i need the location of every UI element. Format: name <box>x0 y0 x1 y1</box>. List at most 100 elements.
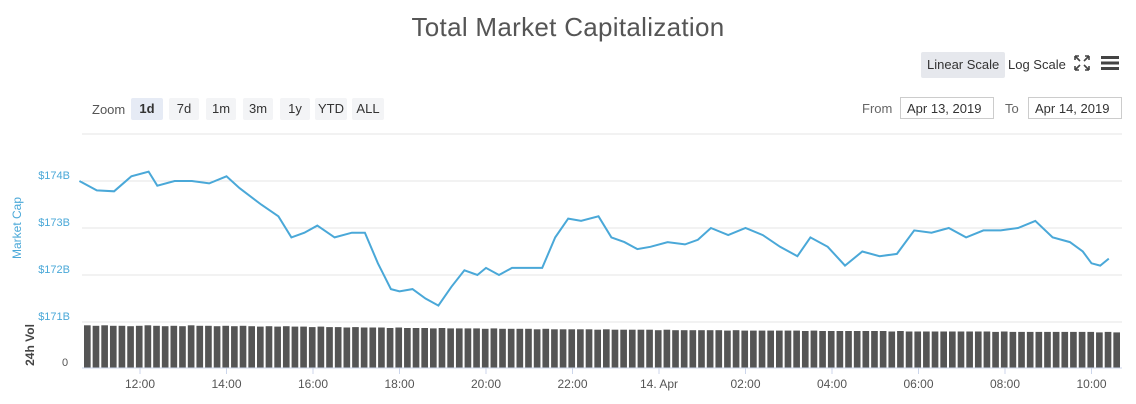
volume-bar <box>663 329 671 368</box>
volume-bar <box>767 330 774 368</box>
volume-bar <box>326 327 333 368</box>
volume-bar <box>862 331 870 368</box>
volume-bars <box>84 325 1120 368</box>
volume-bar <box>819 331 826 368</box>
x-tick-label: 14:00 <box>211 377 241 391</box>
x-tick-label: 08:00 <box>990 377 1020 391</box>
volume-bar <box>525 328 532 368</box>
volume-bar <box>732 330 740 368</box>
volume-bar <box>1078 331 1086 368</box>
volume-bar <box>430 328 437 368</box>
grid-lines <box>82 133 1122 323</box>
range-button-7d[interactable]: 7d <box>169 98 199 120</box>
from-date-input[interactable]: Apr 13, 2019 <box>900 97 994 119</box>
volume-bar <box>404 328 411 368</box>
volume-bar <box>603 329 610 368</box>
x-tick-label: 16:00 <box>298 377 328 391</box>
volume-bar <box>827 331 835 368</box>
volume-bar <box>559 329 567 368</box>
volume-axis-title: 24h Vol <box>23 324 37 366</box>
volume-bar <box>810 330 818 368</box>
range-button-ytd[interactable]: YTD <box>315 98 347 120</box>
x-tick-label: 12:00 <box>125 377 155 391</box>
y-tick-label: $172B <box>38 264 70 276</box>
y-tick-label: $173B <box>38 217 70 229</box>
volume-bar <box>421 328 428 368</box>
volume-bar <box>118 325 126 368</box>
range-button-1d[interactable]: 1d <box>131 98 163 120</box>
x-tick-label: 02:00 <box>730 377 760 391</box>
volume-bar <box>144 325 152 368</box>
volume-bar <box>680 330 688 368</box>
volume-bar <box>213 326 221 368</box>
volume-bar <box>196 325 204 368</box>
volume-bar <box>1052 331 1060 368</box>
volume-bar <box>464 328 472 368</box>
volume-bar <box>378 327 385 368</box>
volume-bar <box>533 329 541 368</box>
volume-bar <box>974 331 982 368</box>
volume-bar <box>724 330 731 368</box>
volume-bar <box>386 328 394 368</box>
log-scale-button[interactable]: Log Scale <box>1008 57 1066 72</box>
x-tick-label: 20:00 <box>471 377 501 391</box>
volume-bar <box>672 330 679 368</box>
volume-bar <box>577 329 584 368</box>
volume-bar <box>308 327 316 368</box>
range-button-1y[interactable]: 1y <box>280 98 310 120</box>
volume-bar <box>291 326 299 368</box>
volume-bar <box>1104 331 1112 368</box>
volume-bar <box>957 331 965 368</box>
volume-bar <box>784 330 792 368</box>
range-button-all[interactable]: ALL <box>352 98 384 120</box>
volume-bar <box>179 326 186 368</box>
zoom-label: Zoom <box>92 102 126 117</box>
x-tick-label: 10:00 <box>1076 377 1106 391</box>
volume-bar <box>871 331 878 368</box>
y-axis-title: Market Cap <box>10 197 24 259</box>
volume-bar <box>741 330 749 368</box>
volume-bar <box>153 325 160 368</box>
x-tick-label: 06:00 <box>903 377 933 391</box>
menu-icon[interactable] <box>1100 55 1120 76</box>
volume-bar <box>611 329 619 368</box>
volume-bar <box>949 331 956 368</box>
volume-bar <box>750 330 757 368</box>
y-axis-ticks: $174B $173B $172B $171B <box>38 170 70 323</box>
volume-bar <box>931 331 939 368</box>
volume-bar <box>845 331 852 368</box>
volume-bar <box>646 329 653 368</box>
volume-bar <box>879 331 887 368</box>
from-label: From <box>862 101 893 116</box>
volume-bar <box>481 328 489 368</box>
volume-bar <box>455 328 463 368</box>
to-date-input[interactable]: Apr 14, 2019 <box>1028 97 1122 119</box>
volume-bar <box>689 330 697 368</box>
volume-bar <box>369 327 377 368</box>
volume-bar <box>793 330 800 368</box>
range-button-3m[interactable]: 3m <box>243 98 273 120</box>
expand-icon[interactable] <box>1074 55 1090 76</box>
volume-bar <box>1035 331 1043 368</box>
range-button-1m[interactable]: 1m <box>206 98 236 120</box>
x-tick-label: 22:00 <box>557 377 587 391</box>
volume-bar <box>1018 331 1025 368</box>
volume-bar <box>715 330 723 368</box>
volume-bar <box>992 331 999 368</box>
volume-bar <box>776 330 783 368</box>
volume-bar <box>360 327 368 368</box>
volume-bar <box>551 329 558 368</box>
linear-scale-button[interactable]: Linear Scale <box>921 52 1006 78</box>
volume-bar <box>628 329 636 368</box>
volume-bar <box>265 326 273 368</box>
volume-bar <box>499 328 506 368</box>
volume-bar <box>1070 331 1077 368</box>
volume-bar <box>1096 332 1103 368</box>
volume-bar <box>239 325 247 368</box>
volume-bar <box>447 328 454 368</box>
volume-bar <box>1000 331 1008 368</box>
volume-bar <box>801 331 809 368</box>
volume-bar <box>966 331 973 368</box>
volume-bar <box>940 331 947 368</box>
